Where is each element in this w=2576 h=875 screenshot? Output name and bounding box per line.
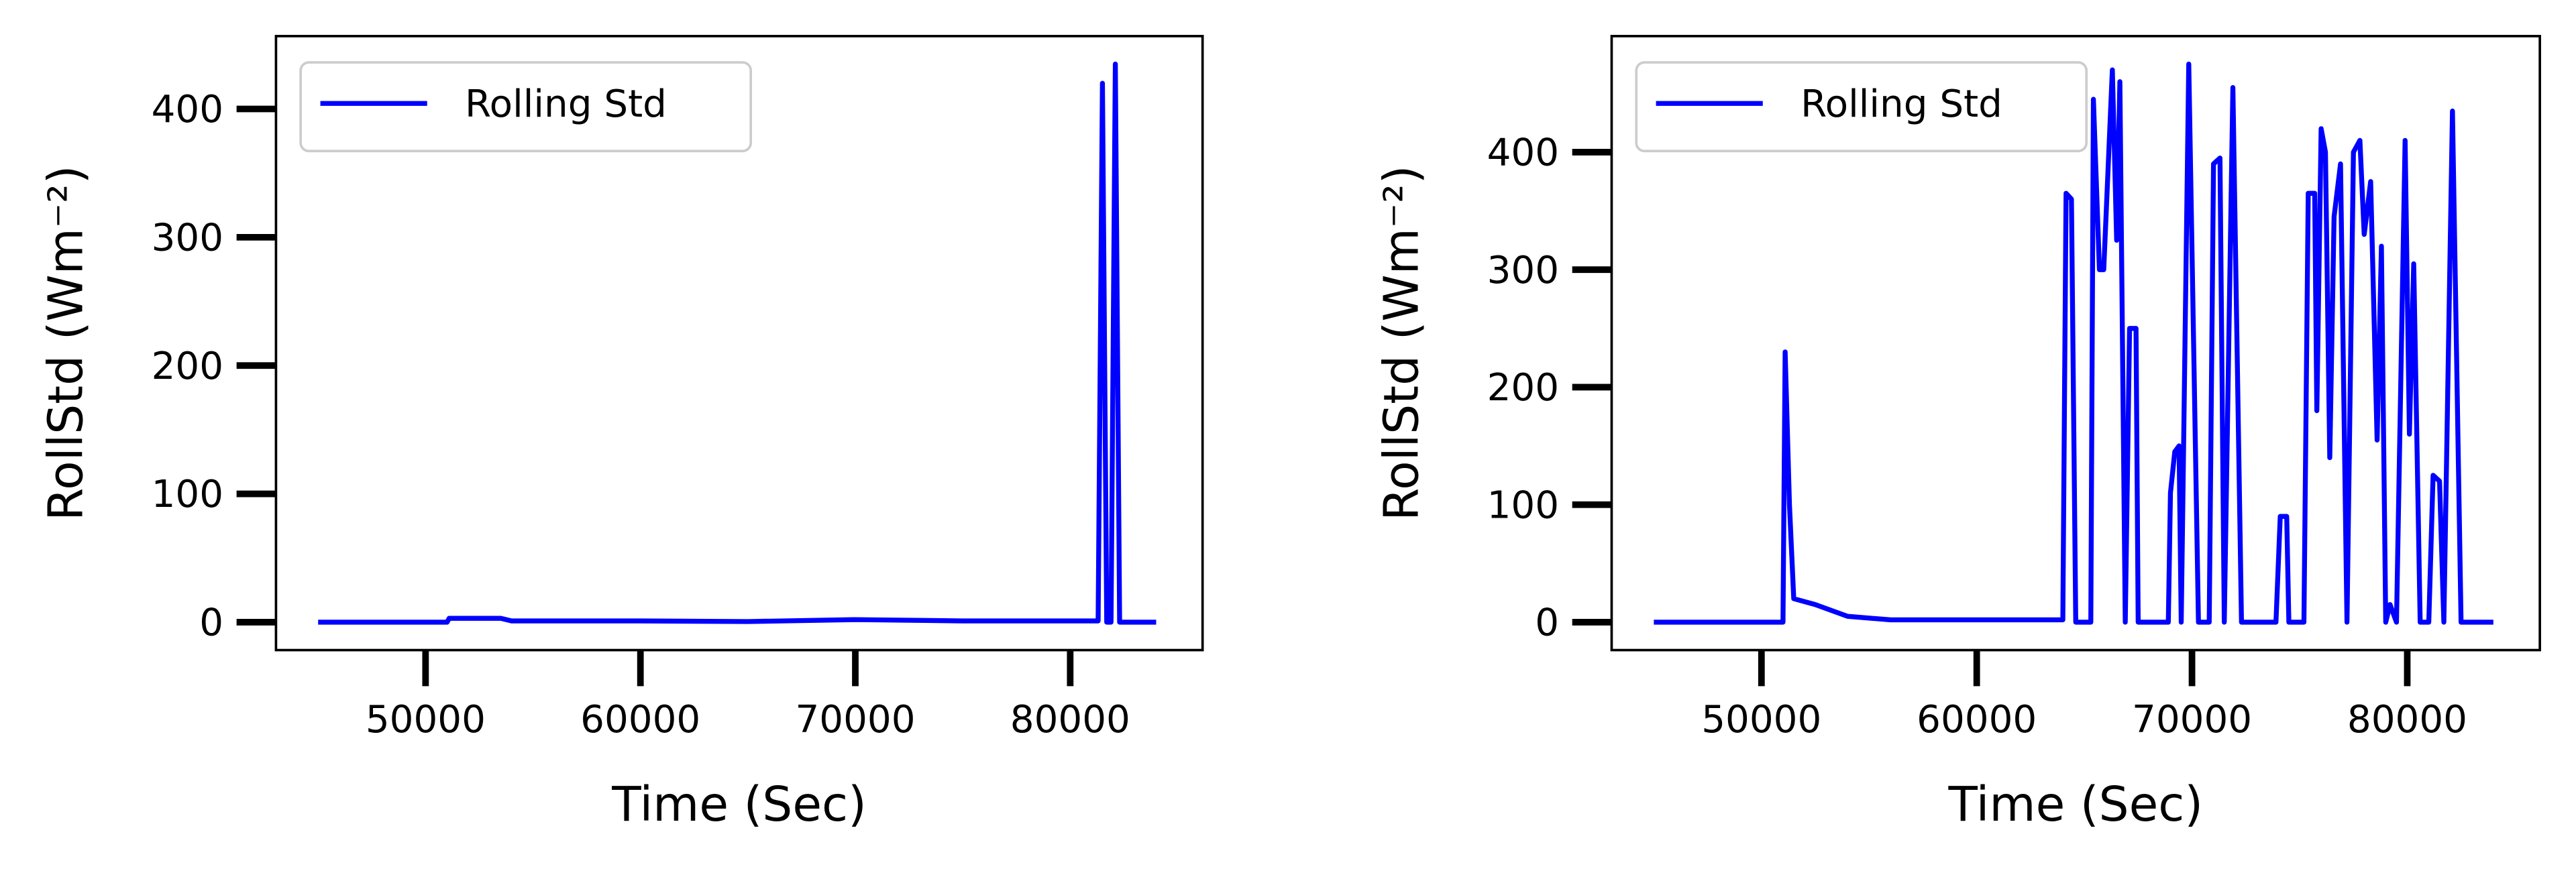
y-tick-label: 400 xyxy=(1487,131,1559,175)
y-tick-label: 100 xyxy=(152,473,223,516)
data-line xyxy=(1654,61,2493,625)
legend-box xyxy=(1635,61,2088,153)
y-tick-label: 400 xyxy=(152,88,223,131)
y-tick-label: 200 xyxy=(152,345,223,388)
x-axis-label: Time (Sec) xyxy=(611,776,867,832)
x-tick-label: 50000 xyxy=(366,698,486,742)
x-tick-label: 50000 xyxy=(1701,698,1821,742)
x-tick-label: 80000 xyxy=(2347,698,2467,742)
y-tick-label: 200 xyxy=(1487,366,1559,410)
legend-label: Rolling Std xyxy=(465,82,667,126)
legend-box xyxy=(299,61,753,153)
legend-label: Rolling Std xyxy=(1801,82,2002,126)
y-tick-label: 300 xyxy=(152,216,223,259)
x-axis-label: Time (Sec) xyxy=(1948,776,2204,832)
y-tick-label: 300 xyxy=(1487,249,1559,292)
x-tick-label: 70000 xyxy=(795,698,915,742)
x-tick-label: 80000 xyxy=(1010,698,1130,742)
x-tick-label: 60000 xyxy=(580,698,700,742)
data-line xyxy=(318,61,1157,625)
y-axis-label: RollStd (Wm⁻²) xyxy=(1373,166,1429,521)
x-tick-label: 70000 xyxy=(2132,698,2252,742)
y-tick-label: 0 xyxy=(199,601,223,645)
y-tick-label: 0 xyxy=(1535,601,1559,645)
y-tick-label: 100 xyxy=(1487,483,1559,527)
x-tick-label: 60000 xyxy=(1917,698,2037,742)
y-axis-label: RollStd (Wm⁻²) xyxy=(38,166,93,521)
